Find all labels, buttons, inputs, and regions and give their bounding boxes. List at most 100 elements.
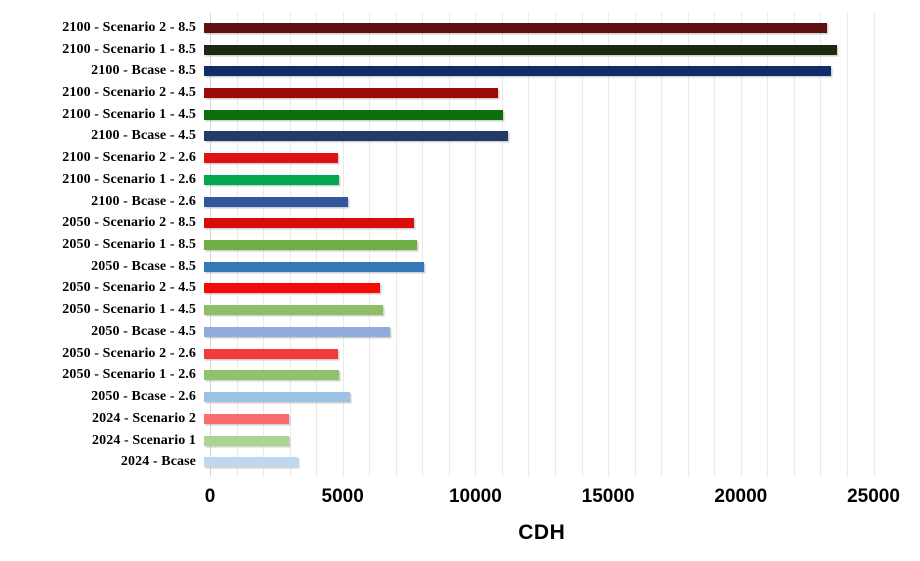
bar-track	[204, 104, 874, 126]
bar-track	[204, 278, 874, 300]
category-label: 2050 - Scenario 1 - 2.6	[62, 367, 196, 383]
category-label: 2050 - Bcase - 2.6	[91, 389, 196, 405]
category-label: 2024 - Bcase	[120, 454, 196, 470]
gridline	[740, 13, 742, 477]
category-label: 2100 - Scenario 2 - 8.5	[62, 19, 196, 35]
bar-track	[204, 386, 874, 408]
rows: 2100 - Scenario 2 - 8.5 2100 - Scenario 1…	[0, 17, 874, 473]
bar	[204, 153, 338, 164]
category-label: 2050 - Bcase - 4.5	[91, 323, 196, 339]
gridline	[873, 13, 875, 477]
bar-track	[204, 17, 874, 39]
x-tick-label: 15000	[581, 486, 635, 507]
bar-track	[204, 191, 874, 213]
category-row: 2050 - Bcase - 4.5	[0, 321, 874, 343]
x-tick-label: 5000	[321, 486, 364, 507]
category-row: 2100 - Scenario 2 - 4.5	[0, 82, 874, 104]
bar-track	[204, 39, 874, 61]
bar	[204, 326, 391, 337]
x-tick-label: 0	[204, 486, 216, 507]
bar-track	[204, 60, 874, 82]
gridline	[714, 13, 716, 477]
bar-track	[204, 408, 874, 430]
gridline	[820, 13, 822, 477]
bar	[204, 22, 827, 33]
category-row: 2100 - Scenario 1 - 4.5	[0, 104, 874, 126]
bar-track	[204, 212, 874, 234]
gridline	[634, 13, 636, 477]
gridline	[581, 13, 583, 477]
x-axis-title: CDH	[518, 521, 566, 544]
category-row: 2050 - Bcase - 8.5	[0, 256, 874, 278]
bar-track	[204, 451, 874, 473]
bar-track	[204, 430, 874, 452]
bar	[204, 370, 340, 381]
gridline	[661, 13, 663, 477]
category-label: 2050 - Scenario 2 - 4.5	[62, 280, 196, 296]
category-label: 2024 - Scenario 2	[92, 410, 196, 426]
bar	[204, 44, 838, 55]
category-label: 2100 - Scenario 1 - 2.6	[62, 171, 196, 187]
gridline	[448, 13, 450, 477]
gridline	[422, 13, 424, 477]
bar-track	[204, 321, 874, 343]
category-label: 2100 - Bcase - 4.5	[91, 128, 196, 144]
bar	[204, 457, 298, 468]
category-row: 2050 - Scenario 1 - 4.5	[0, 299, 874, 321]
x-tick-label: 10000	[448, 486, 502, 507]
bar	[204, 88, 498, 99]
gridline	[687, 13, 689, 477]
category-row: 2100 - Scenario 2 - 2.6	[0, 147, 874, 169]
category-label: 2100 - Scenario 1 - 8.5	[62, 41, 196, 57]
category-row: 2050 - Bcase - 2.6	[0, 386, 874, 408]
x-tick-label: 25000	[847, 486, 900, 507]
category-label: 2100 - Bcase - 2.6	[91, 193, 196, 209]
category-row: 2100 - Bcase - 4.5	[0, 126, 874, 148]
bar-track	[204, 147, 874, 169]
gridline	[846, 13, 848, 477]
category-label: 2050 - Scenario 1 - 8.5	[62, 237, 196, 253]
bar-track	[204, 299, 874, 321]
bar	[204, 348, 339, 359]
category-label: 2100 - Scenario 2 - 4.5	[62, 85, 196, 101]
x-tick-label: 20000	[714, 486, 768, 507]
bar-track	[204, 169, 874, 191]
gridline	[793, 13, 795, 477]
bar	[204, 435, 290, 446]
category-row: 2050 - Scenario 2 - 8.5	[0, 212, 874, 234]
category-label: 2050 - Scenario 2 - 8.5	[62, 215, 196, 231]
category-row: 2100 - Scenario 1 - 2.6	[0, 169, 874, 191]
bar	[204, 109, 504, 120]
bar	[204, 131, 509, 142]
category-label: 2050 - Scenario 2 - 2.6	[62, 345, 196, 361]
category-row: 2100 - Bcase - 2.6	[0, 191, 874, 213]
category-row: 2100 - Bcase - 8.5	[0, 60, 874, 82]
bar	[204, 218, 414, 229]
bar	[204, 305, 383, 316]
category-label: 2100 - Scenario 2 - 2.6	[62, 150, 196, 166]
bar-track	[204, 365, 874, 387]
gridline	[555, 13, 557, 477]
category-row: 2024 - Bcase	[0, 451, 874, 473]
category-row: 2050 - Scenario 2 - 4.5	[0, 278, 874, 300]
category-row: 2100 - Scenario 1 - 8.5	[0, 39, 874, 61]
bar-track	[204, 126, 874, 148]
gridline	[501, 13, 503, 477]
category-label: 2050 - Scenario 1 - 4.5	[62, 302, 196, 318]
bar-track	[204, 256, 874, 278]
bar	[204, 261, 424, 272]
bar	[204, 392, 351, 403]
plot-area: 0 5000 10000 15000 20000 25000 CDH	[205, 0, 900, 561]
bar	[204, 283, 380, 294]
bar-track	[204, 343, 874, 365]
category-row: 2050 - Scenario 1 - 2.6	[0, 365, 874, 387]
category-label: 2024 - Scenario 1	[92, 432, 196, 448]
gridline	[528, 13, 530, 477]
gridline	[608, 13, 610, 477]
bar-track	[204, 82, 874, 104]
bar-track	[204, 234, 874, 256]
category-row: 2050 - Scenario 2 - 2.6	[0, 343, 874, 365]
category-label: 2100 - Bcase - 8.5	[91, 63, 196, 79]
bar	[204, 174, 340, 185]
